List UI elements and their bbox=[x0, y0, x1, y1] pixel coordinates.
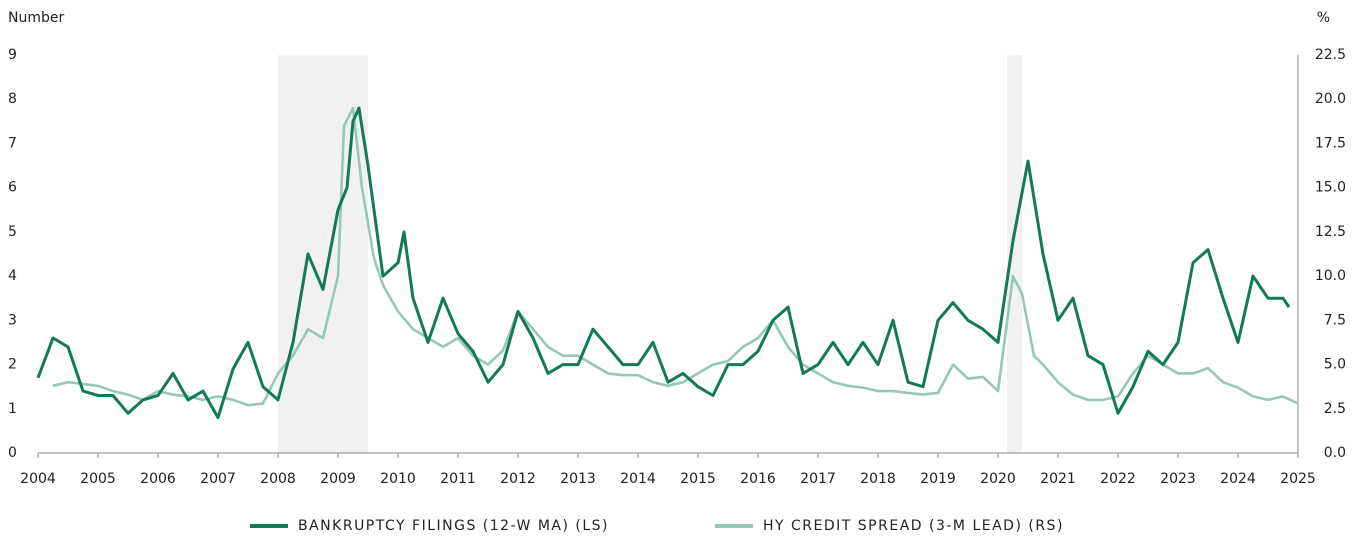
y2-tick-label: 0.0 bbox=[1324, 445, 1346, 461]
x-tick-label: 2006 bbox=[140, 471, 176, 487]
y-tick-label: 2 bbox=[8, 357, 17, 373]
x-tick-label: 2009 bbox=[320, 471, 356, 487]
y2-tick-label: 20.0 bbox=[1315, 91, 1346, 107]
x-tick-label: 2011 bbox=[440, 471, 476, 487]
x-tick-label: 2018 bbox=[860, 471, 896, 487]
y-tick-label: 3 bbox=[8, 312, 17, 328]
y2-tick-label: 5.0 bbox=[1324, 357, 1346, 373]
y-tick-label: 5 bbox=[8, 224, 17, 240]
y2-tick-label: 22.5 bbox=[1315, 47, 1346, 63]
y-tick-label: 1 bbox=[8, 401, 17, 417]
y-tick-label: 7 bbox=[8, 135, 17, 151]
x-tick-label: 2008 bbox=[260, 471, 296, 487]
x-tick-label: 2023 bbox=[1160, 471, 1196, 487]
x-tick-label: 2020 bbox=[980, 471, 1016, 487]
x-tick-label: 2007 bbox=[200, 471, 236, 487]
legend-label: BANKRUPTCY FILINGS (12-W MA) (LS) bbox=[298, 518, 609, 534]
legend-label: HY CREDIT SPREAD (3-M LEAD) (RS) bbox=[763, 518, 1064, 534]
x-tick-label: 2014 bbox=[620, 471, 656, 487]
x-tick-label: 2022 bbox=[1100, 471, 1136, 487]
x-tick-label: 2017 bbox=[800, 471, 836, 487]
y2-axis-label: % bbox=[1317, 10, 1330, 26]
x-tick-label: 2019 bbox=[920, 471, 956, 487]
x-tick-label: 2021 bbox=[1040, 471, 1076, 487]
y2-tick-label: 10.0 bbox=[1315, 268, 1346, 284]
series-line bbox=[36, 106, 1291, 420]
y2-tick-label: 17.5 bbox=[1315, 135, 1346, 151]
y-tick-label: 4 bbox=[8, 268, 17, 284]
x-tick-label: 2016 bbox=[740, 471, 776, 487]
x-tick-label: 2012 bbox=[500, 471, 536, 487]
y2-tick-label: 7.5 bbox=[1324, 312, 1346, 328]
x-tick-label: 2025 bbox=[1280, 471, 1316, 487]
x-tick-label: 2010 bbox=[380, 471, 416, 487]
x-tick-label: 2004 bbox=[20, 471, 56, 487]
y2-tick-label: 15.0 bbox=[1315, 180, 1346, 196]
y-tick-label: 8 bbox=[8, 91, 17, 107]
x-tick-label: 2013 bbox=[560, 471, 596, 487]
x-tick-label: 2024 bbox=[1220, 471, 1256, 487]
y-tick-label: 9 bbox=[8, 47, 17, 63]
y2-tick-label: 2.5 bbox=[1324, 401, 1346, 417]
series-line bbox=[52, 106, 1299, 407]
x-tick-label: 2005 bbox=[80, 471, 116, 487]
x-tick-label: 2015 bbox=[680, 471, 716, 487]
shaded-period bbox=[1007, 55, 1022, 453]
y-tick-label: 0 bbox=[8, 445, 17, 461]
y-axis-label: Number bbox=[8, 10, 64, 26]
y-tick-label: 6 bbox=[8, 180, 17, 196]
y2-tick-label: 12.5 bbox=[1315, 224, 1346, 240]
